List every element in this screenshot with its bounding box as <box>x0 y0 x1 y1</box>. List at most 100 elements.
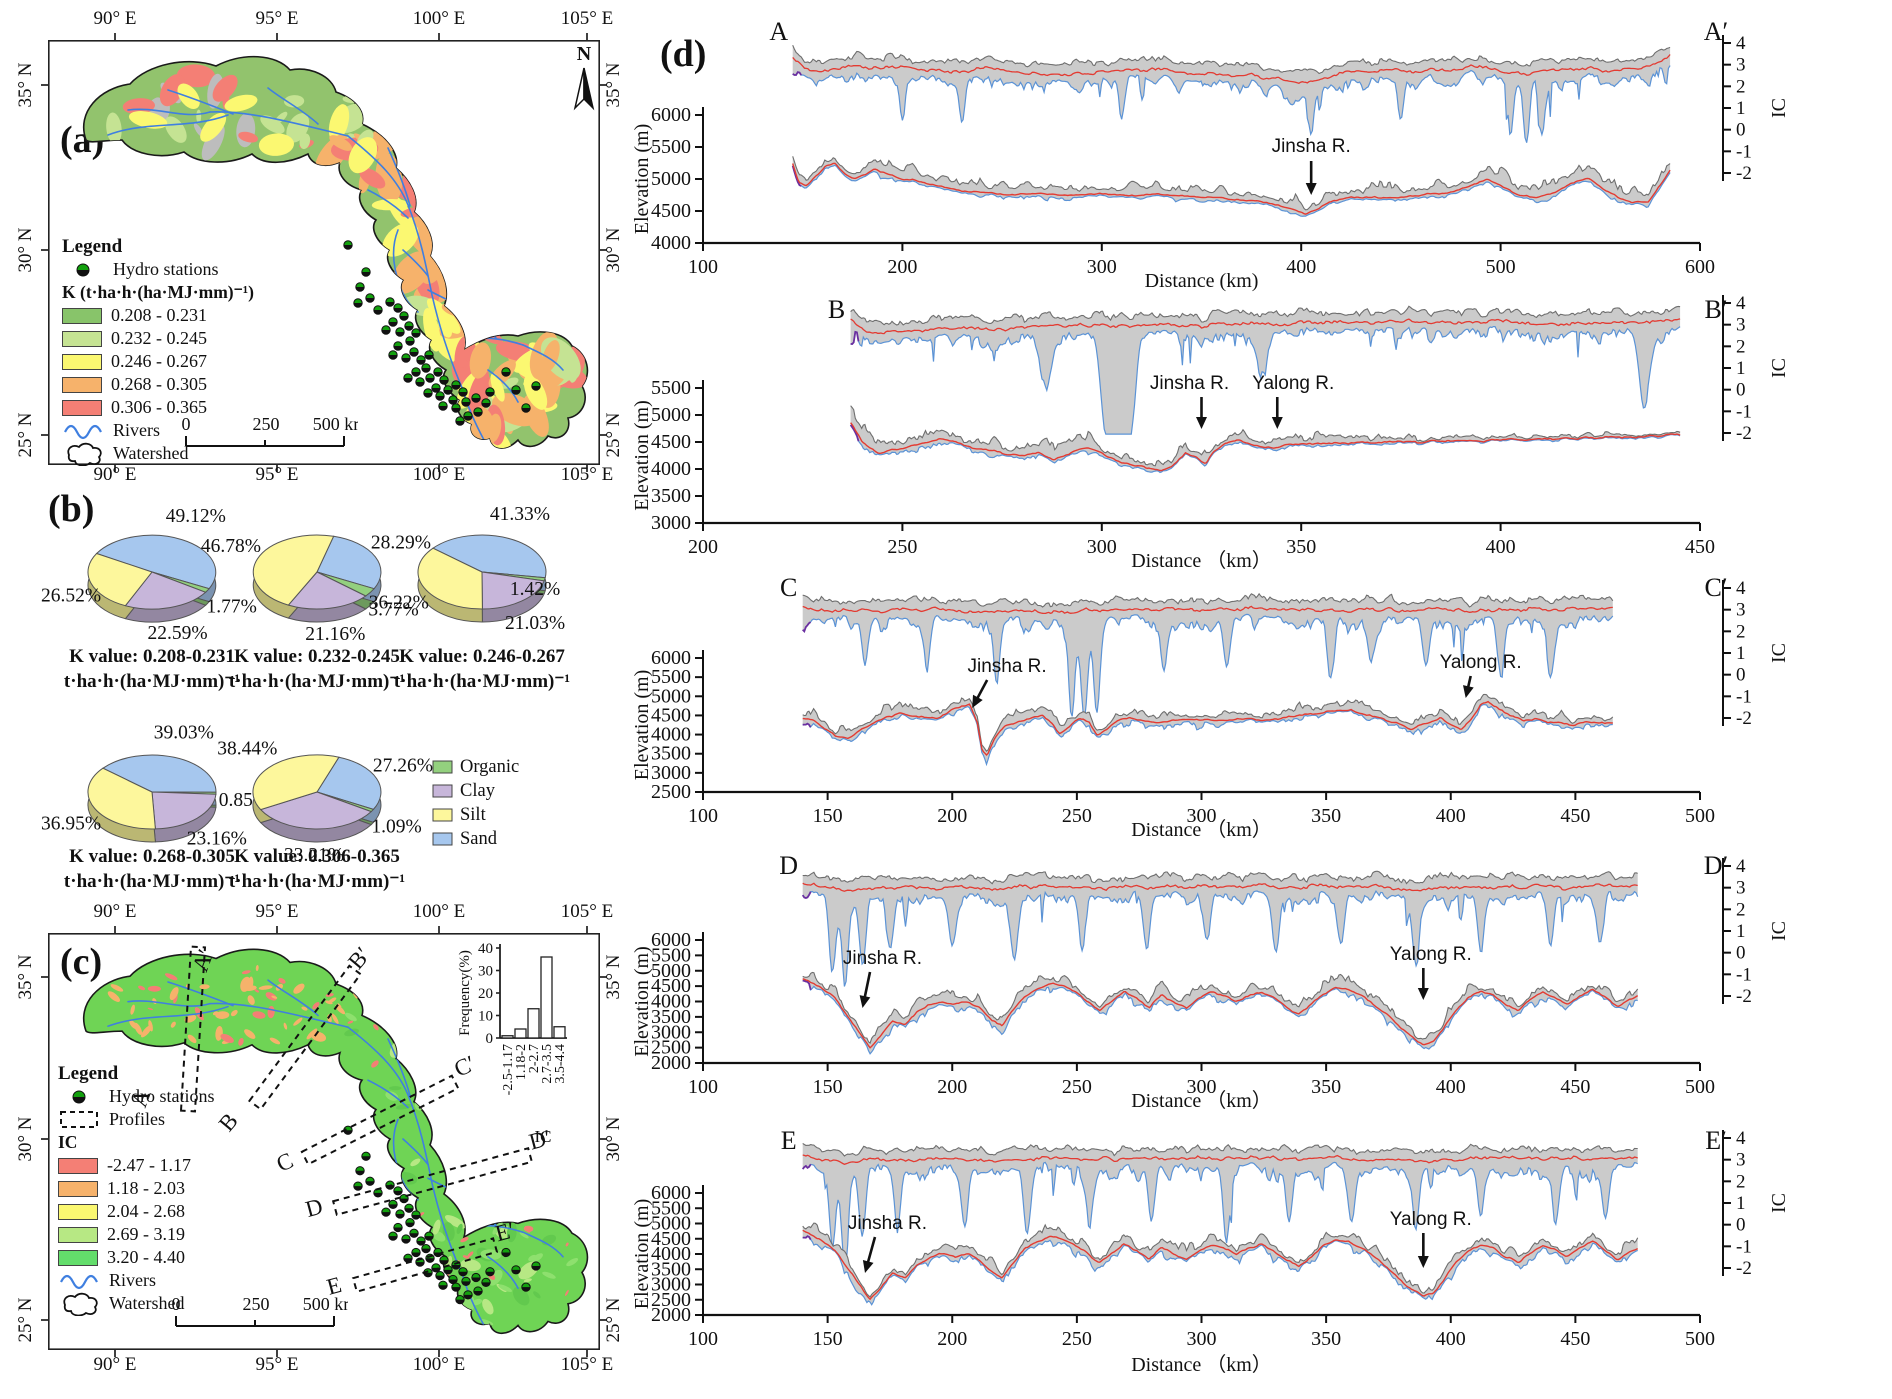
hydro-station-dot-half <box>458 1271 468 1276</box>
lat-label: 25° N <box>15 1297 36 1343</box>
elev-max-line <box>802 971 1639 1045</box>
lat-label: 35° N <box>15 62 36 108</box>
elev-tick-label: 5500 <box>651 136 691 158</box>
ic-axis-label: IC <box>1768 1193 1790 1213</box>
landcover-patch <box>435 234 461 260</box>
annotation-arrow <box>866 1236 877 1265</box>
ic-tick-label: -1 <box>1736 686 1752 707</box>
ic-min-line <box>792 65 1671 143</box>
hydro-station-dot-half <box>355 1170 365 1175</box>
x-tick-label: 400 <box>1436 805 1466 827</box>
elev-tick-label: 5500 <box>651 944 691 966</box>
elev-tick-label: 5500 <box>651 1197 691 1219</box>
legend-swatch <box>58 1180 98 1197</box>
landcover-patch <box>469 342 492 379</box>
x-tick-label: 450 <box>1560 805 1590 827</box>
elev-tick-label: 3000 <box>651 1021 691 1043</box>
hydro-station-dot-half <box>405 341 415 346</box>
river-line <box>107 114 229 136</box>
map-a-scalebar: 0 250 500 km <box>182 416 358 447</box>
hydro-station-dot-half <box>531 1265 541 1271</box>
river-line <box>387 1038 411 1097</box>
hydro-station-dot-half <box>416 360 426 365</box>
pie-percent-label: 23.16% <box>187 828 247 849</box>
pie-slice-silt <box>87 552 153 607</box>
x-tick-label: 150 <box>813 805 843 827</box>
elev-mean-line <box>850 422 1681 472</box>
hydro-station-dot-half <box>421 1248 431 1253</box>
legend-swatch <box>58 1249 98 1266</box>
scale-250: 250 <box>243 1296 270 1314</box>
pie-caption-kvalue: K value: 0.306-0.365 <box>234 846 400 867</box>
profile-line-C <box>300 1074 460 1166</box>
hydro-station-dot-half <box>399 316 409 321</box>
hist-bar <box>553 1026 566 1039</box>
lon-label: 90° E <box>93 8 137 29</box>
hydro-station-dot-half <box>411 372 421 377</box>
annotation-arrow-head <box>1463 685 1474 698</box>
hydro-station-dot-half <box>439 380 449 385</box>
pie-percent-label: 1.09% <box>371 817 421 838</box>
landcover-patch <box>371 199 409 211</box>
landcover-patch <box>565 1242 569 1247</box>
ic-tick-label: 1 <box>1736 98 1746 119</box>
ic-mean-line <box>802 1154 1638 1166</box>
ic-start-stub <box>802 621 812 634</box>
watershed-icon <box>67 442 102 466</box>
landcover-patch <box>169 987 179 1001</box>
elev-start-stub <box>802 979 812 991</box>
annotation-arrow-head <box>1271 417 1283 429</box>
lon-label: 105° E <box>560 901 614 922</box>
landcover-patch <box>164 973 178 981</box>
ic-tick-label: -2 <box>1736 163 1752 184</box>
hydro-station-dot-half <box>481 1282 491 1287</box>
elev-start-stub <box>849 424 860 442</box>
soil-legend-swatch <box>432 808 453 822</box>
annotation-arrow-head <box>1196 417 1207 429</box>
landcover-patch <box>187 1034 197 1044</box>
hydro-station-dot-half <box>343 245 353 250</box>
ic-max-line <box>850 305 1681 326</box>
river-annotation: Jinsha R. <box>967 656 1046 677</box>
ic-max-line <box>802 1142 1638 1157</box>
pie-slice-silt <box>252 754 340 811</box>
elev-tick-label: 3500 <box>651 1006 691 1028</box>
pie-percent-label: 27.26% <box>373 756 433 777</box>
ic-band <box>802 1143 1638 1265</box>
hydro-station-dot-half <box>485 1271 495 1276</box>
landcover-patch <box>523 1278 532 1283</box>
profile-line-D <box>331 1147 534 1216</box>
hydro-station-dot-half <box>373 310 383 315</box>
hydro-station-dot-half <box>455 421 465 426</box>
elev-tick-label: 3500 <box>651 743 691 765</box>
hist-category-label: 3.5-4.4 <box>553 1044 568 1084</box>
panel-c-label: (c) <box>60 941 103 983</box>
landcover-patch <box>238 1037 244 1046</box>
river-annotation: Yalong R. <box>1390 1209 1472 1230</box>
landcover-patch <box>106 112 122 144</box>
elev-start-stub <box>802 1235 812 1241</box>
hydro-station-dot-half <box>451 408 461 413</box>
hydro-station-dot-half <box>388 322 398 327</box>
landcover-patch <box>442 1222 455 1241</box>
landcover-patch <box>344 1028 359 1037</box>
section-end-label: D′ <box>1704 851 1728 880</box>
annotation-arrow-head <box>859 995 871 1008</box>
hydro-station-dot-half <box>463 1294 473 1299</box>
elev-tick-label: 4500 <box>651 704 691 726</box>
hist-category-label: -2.5-1.17 <box>501 1044 516 1095</box>
elev-tick-label: 6000 <box>651 1182 691 1204</box>
x-tick-label: 250 <box>1062 805 1092 827</box>
elev-tick-label: 2500 <box>651 1289 691 1311</box>
legend-class-label: -2.47 - 1.17 <box>107 1155 191 1175</box>
hist-bar <box>527 1008 540 1039</box>
hydro-station-dot-half <box>343 1130 353 1135</box>
distance-axis-label: Distance (km) <box>1145 270 1259 292</box>
soil-pie-charts: 49.12% 1.77% 22.59% 26.52% K value: 0.208-0.… <box>41 504 570 892</box>
river-annotation: Yalong R. <box>1252 373 1334 394</box>
hydro-station-dot-half <box>421 368 431 373</box>
river-annotation: Jinsha R. <box>843 948 922 969</box>
river-line <box>127 108 211 116</box>
